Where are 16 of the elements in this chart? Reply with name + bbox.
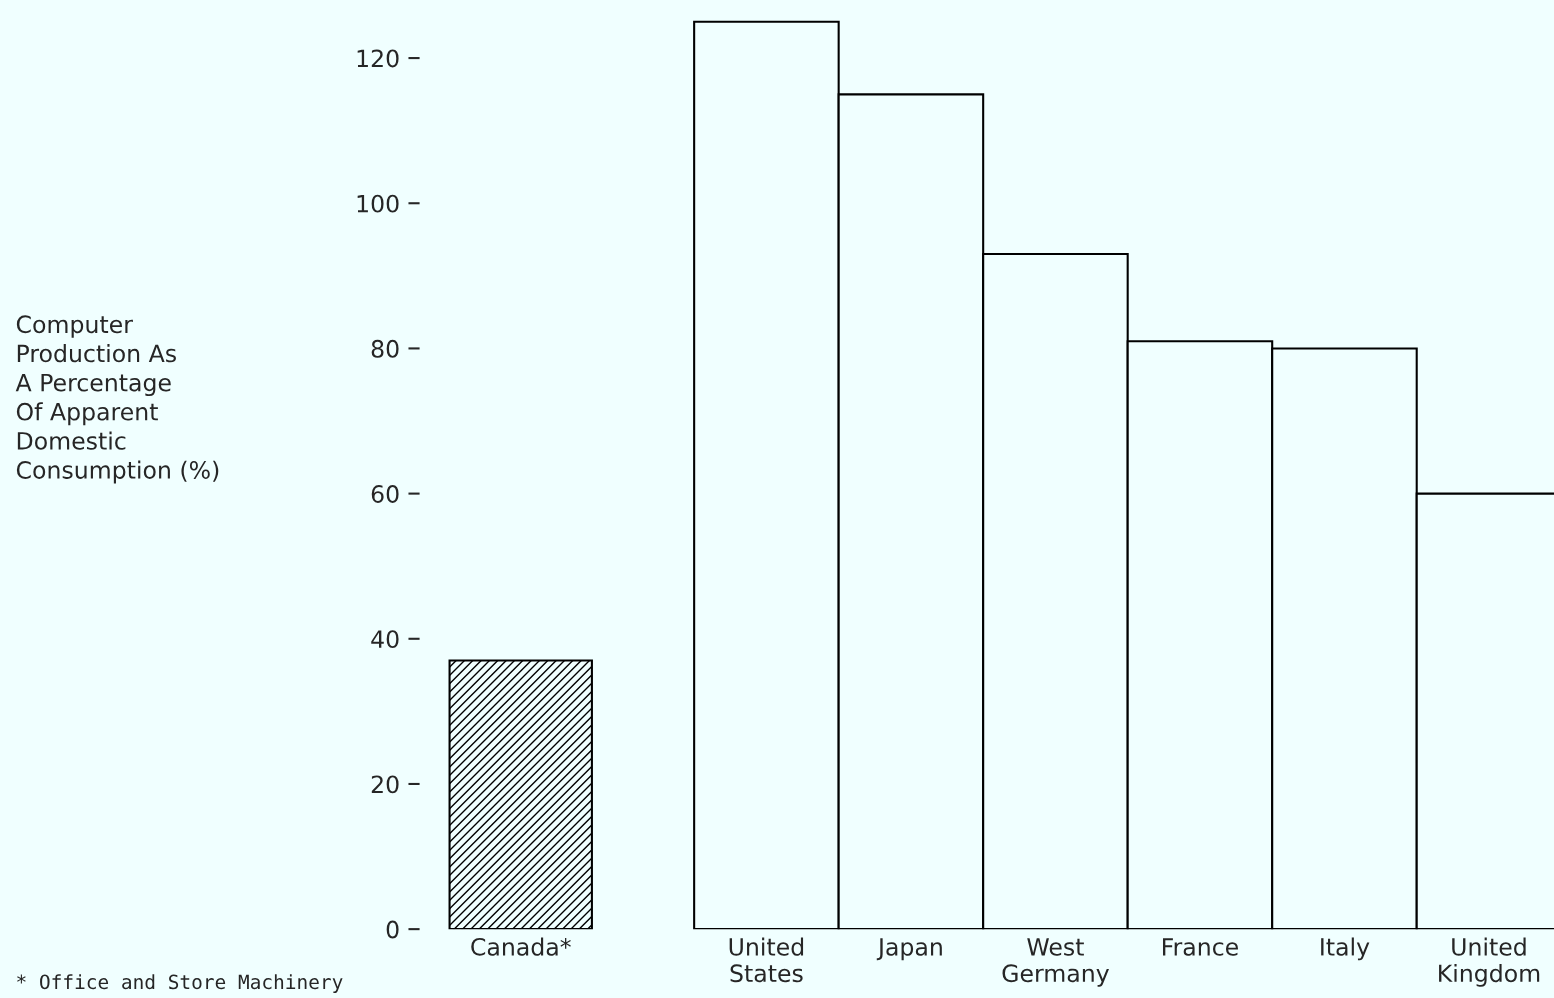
x-tick-label: France — [1163, 938, 1238, 956]
y-tick-label: 60 — [371, 485, 399, 503]
y-tick-label: 0 — [386, 920, 399, 939]
x-tick-label: Japan — [876, 938, 942, 961]
x-tick-label: Italy — [1321, 937, 1370, 961]
x-tick-label: West Germany — [1002, 938, 1109, 987]
y-tick-label: 120 — [357, 49, 399, 68]
y-tick-label: 40 — [371, 630, 399, 649]
y-tick-label: 80 — [371, 339, 399, 358]
x-tick-label: United Kingdom — [1439, 937, 1540, 987]
y-tick-label: 100 — [357, 194, 399, 213]
x-tick-label: Canada* — [471, 937, 571, 956]
y-tick-label: 20 — [371, 775, 399, 794]
x-tick-label: United States — [729, 937, 804, 983]
text: * Office and Store Machinery — [17, 974, 343, 994]
text: Computer Production As A Percentage Of Apparent Domestic Consumption (%) — [15, 315, 219, 484]
